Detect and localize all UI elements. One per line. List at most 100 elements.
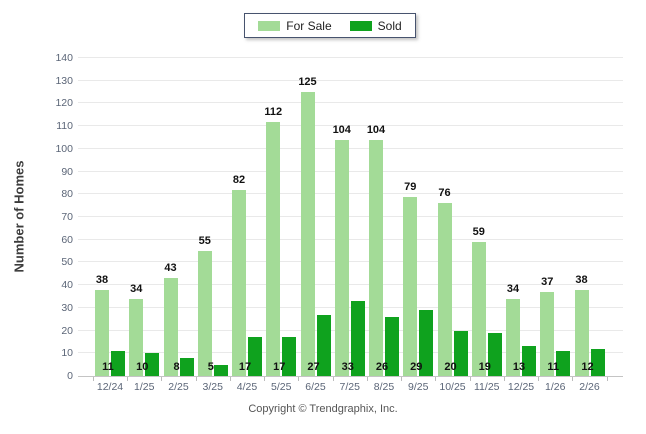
x-tick-label: 12/24 [96, 381, 124, 393]
for-sale-bar [232, 190, 246, 376]
for-sale-value-label: 34 [130, 283, 143, 295]
sold-bar [522, 346, 536, 376]
sold-value-label: 5 [207, 361, 214, 373]
sold-value-label: 27 [307, 361, 320, 373]
for-sale-value-label: 34 [506, 283, 520, 295]
for-sale-bar [163, 278, 178, 376]
x-tick-mark [606, 377, 608, 381]
x-tick-label: 10/25 [439, 381, 466, 393]
sold-value-label: 17 [273, 361, 286, 373]
y-tick-label: 120 [55, 97, 73, 110]
x-tick-mark [401, 377, 403, 381]
legend-label-sold: Sold [377, 18, 402, 33]
for-sale-value-label: 76 [438, 187, 451, 199]
x-tick-label: 8/25 [373, 381, 395, 393]
sold-bar [419, 310, 434, 376]
y-tick-label: 80 [61, 188, 73, 201]
sold-bar [590, 349, 605, 376]
gridline [78, 284, 623, 286]
for-sale-bar [574, 290, 589, 376]
y-tick-label: 90 [61, 165, 73, 178]
sold-value-label: 17 [238, 361, 252, 373]
x-tick-mark [161, 377, 163, 381]
y-tick-label: 20 [61, 324, 73, 337]
gridline [78, 193, 623, 195]
for-sale-value-label: 125 [298, 76, 317, 88]
y-axis-title: Number of Homes [11, 160, 27, 273]
for-sale-bar [506, 299, 520, 376]
gridline [78, 216, 623, 217]
gridline [78, 238, 623, 240]
sold-bar [385, 317, 399, 376]
y-tick-label: 0 [67, 370, 73, 382]
sold-bar [282, 337, 297, 376]
for-sale-bar [95, 290, 109, 376]
for-sale-bar [540, 292, 555, 376]
footer-copyright: Copyright © Trendgraphix, Inc. [248, 403, 398, 415]
plot-area [78, 57, 623, 377]
x-tick-mark [538, 377, 540, 381]
gridline [78, 102, 623, 104]
for-sale-value-label: 59 [472, 226, 485, 238]
gridline [78, 79, 623, 81]
gridline [78, 170, 623, 172]
sold-bar [179, 358, 194, 376]
x-tick-mark [435, 377, 437, 381]
x-tick-label: 6/25 [305, 381, 326, 393]
gridline [78, 306, 623, 308]
x-tick-label: 2/26 [579, 381, 600, 393]
sold-value-label: 29 [410, 361, 423, 373]
for-sale-value-label: 104 [366, 124, 386, 136]
for-sale-value-label: 38 [95, 274, 109, 286]
sold-bar [145, 353, 160, 376]
sold-value-label: 11 [102, 361, 114, 373]
for-sale-value-label: 79 [404, 181, 417, 193]
gridline [78, 57, 623, 58]
gridline [78, 147, 623, 149]
gridline [78, 261, 623, 263]
sold-bar [111, 351, 125, 376]
x-tick-label: 2/25 [168, 381, 189, 393]
x-tick-mark [127, 377, 129, 381]
y-tick-label: 10 [61, 347, 73, 360]
y-tick-label: 60 [61, 233, 73, 246]
sold-value-label: 8 [173, 361, 180, 373]
x-tick-mark [229, 377, 231, 381]
gridline [78, 329, 623, 331]
sold-bar [213, 365, 228, 376]
x-tick-label: 7/25 [339, 381, 360, 393]
x-tick-label: 9/25 [408, 381, 429, 393]
sold-value-label: 11 [547, 361, 560, 373]
sold-bar [487, 333, 502, 376]
for-sale-bar [300, 92, 315, 376]
for-sale-swatch-icon [258, 20, 281, 31]
for-sale-bar [197, 251, 212, 376]
y-tick-label: 70 [61, 211, 73, 223]
x-tick-mark [195, 377, 197, 381]
legend-item-sold: Sold [349, 18, 402, 33]
sold-value-label: 26 [375, 361, 389, 373]
x-tick-label: 4/25 [236, 381, 258, 393]
sold-bar [556, 351, 571, 376]
y-tick-label: 30 [61, 301, 73, 314]
legend: For Sale Sold [244, 13, 416, 38]
y-tick-label: 40 [61, 279, 73, 292]
y-tick-label: 100 [55, 142, 73, 155]
y-tick-label: 140 [55, 52, 73, 64]
for-sale-value-label: 82 [232, 174, 246, 186]
sold-value-label: 20 [444, 361, 457, 373]
for-sale-value-label: 55 [198, 235, 211, 247]
sold-value-label: 13 [512, 361, 526, 373]
sold-value-label: 33 [341, 361, 354, 373]
y-tick-label: 110 [56, 120, 73, 133]
x-tick-label: 5/25 [271, 381, 292, 393]
for-sale-bar [471, 242, 486, 376]
y-tick-label: 50 [61, 256, 73, 269]
for-sale-bar [334, 140, 349, 376]
sold-value-label: 12 [581, 361, 594, 373]
x-tick-label: 12/25 [507, 381, 535, 393]
sold-value-label: 19 [478, 361, 491, 373]
for-sale-value-label: 112 [264, 106, 283, 118]
x-tick-mark [469, 377, 471, 381]
